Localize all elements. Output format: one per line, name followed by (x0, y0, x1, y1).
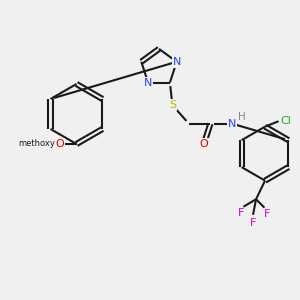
Text: F: F (238, 208, 244, 218)
Text: methoxy: methoxy (19, 140, 56, 148)
Text: F: F (264, 209, 270, 219)
Text: H: H (238, 112, 245, 122)
Text: F: F (250, 218, 256, 228)
Text: N: N (172, 57, 181, 67)
Text: N: N (144, 77, 152, 88)
Text: N: N (228, 118, 236, 129)
Text: O: O (56, 139, 64, 149)
Text: Cl: Cl (280, 116, 291, 126)
Text: O: O (200, 139, 208, 149)
Text: S: S (169, 100, 176, 110)
